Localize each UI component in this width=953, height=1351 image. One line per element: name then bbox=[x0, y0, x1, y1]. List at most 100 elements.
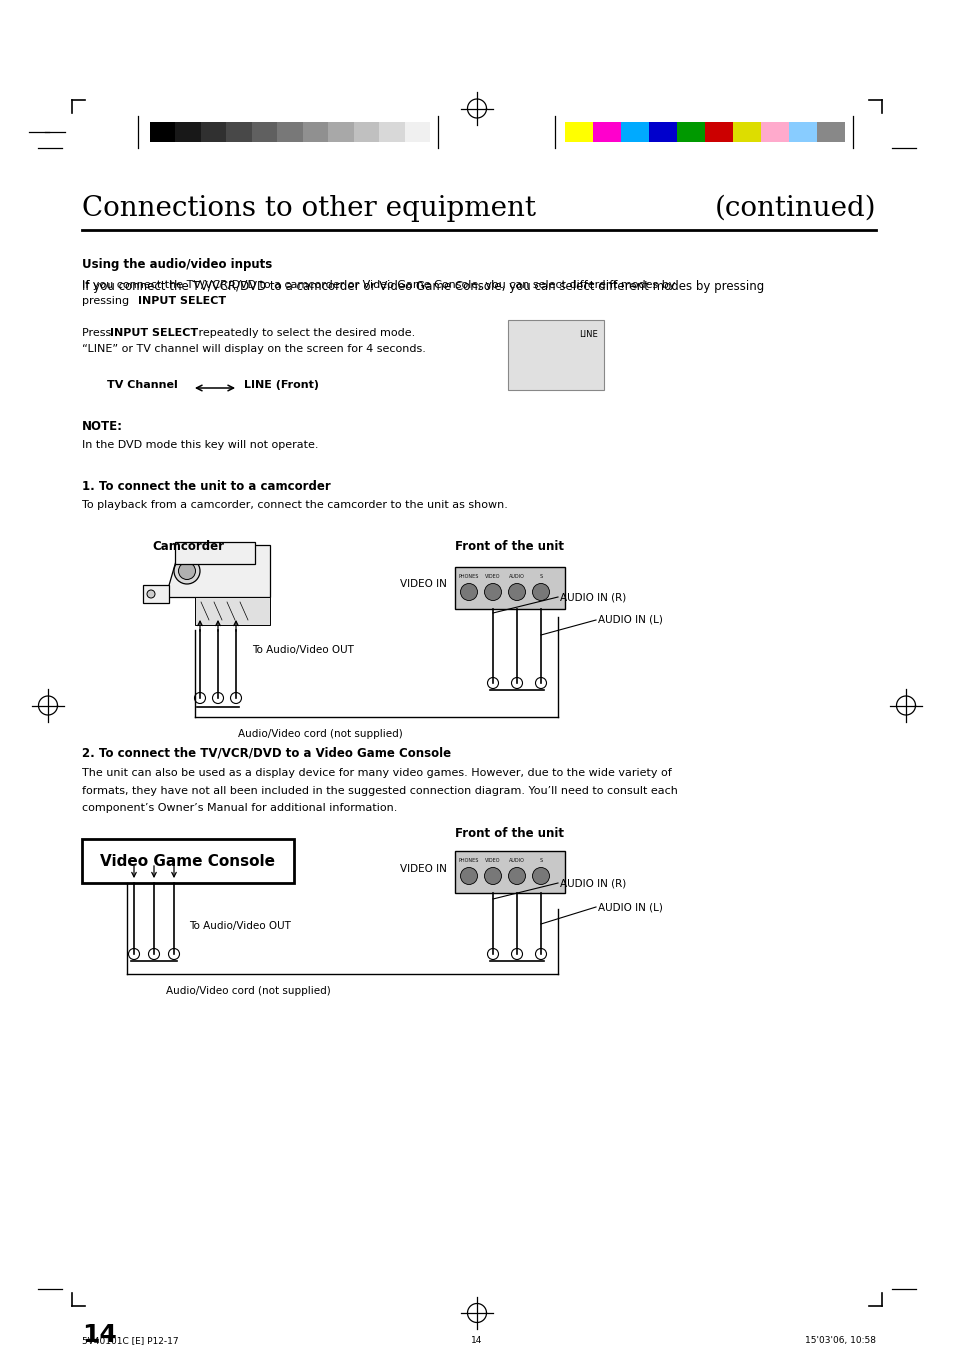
Text: VIDEO IN: VIDEO IN bbox=[399, 580, 446, 589]
Text: Audio/Video cord (not supplied): Audio/Video cord (not supplied) bbox=[166, 986, 331, 996]
Text: LINE: LINE bbox=[578, 330, 598, 339]
Bar bbox=[201, 122, 226, 142]
Text: NOTE:: NOTE: bbox=[82, 420, 123, 434]
Bar bbox=[378, 122, 404, 142]
Bar bbox=[277, 122, 302, 142]
Text: 15'03'06, 10:58: 15'03'06, 10:58 bbox=[804, 1336, 875, 1346]
Circle shape bbox=[213, 693, 223, 704]
Text: AUDIO: AUDIO bbox=[509, 574, 524, 580]
Bar bbox=[732, 122, 760, 142]
Text: To Audio/Video OUT: To Audio/Video OUT bbox=[189, 921, 291, 931]
Text: In the DVD mode this key will not operate.: In the DVD mode this key will not operat… bbox=[82, 440, 318, 450]
Bar bbox=[82, 839, 294, 884]
Text: formats, they have not all been included in the suggested connection diagram. Yo: formats, they have not all been included… bbox=[82, 785, 678, 796]
Bar bbox=[455, 567, 564, 609]
Circle shape bbox=[511, 677, 522, 689]
Bar bbox=[704, 122, 732, 142]
Circle shape bbox=[535, 677, 546, 689]
Text: 2. To connect the TV/VCR/DVD to a Video Game Console: 2. To connect the TV/VCR/DVD to a Video … bbox=[82, 747, 451, 761]
Bar bbox=[620, 122, 648, 142]
Circle shape bbox=[194, 693, 205, 704]
Text: If you connect the TV/VCR/DVD to a camcorder or Video Game Console, you can sele: If you connect the TV/VCR/DVD to a camco… bbox=[82, 280, 767, 293]
Text: Press: Press bbox=[82, 328, 114, 338]
Text: Front of the unit: Front of the unit bbox=[455, 540, 563, 553]
Text: 14: 14 bbox=[471, 1336, 482, 1346]
Circle shape bbox=[460, 867, 477, 885]
Bar bbox=[404, 122, 430, 142]
Circle shape bbox=[147, 590, 154, 598]
Bar bbox=[354, 122, 378, 142]
Text: VIDEO: VIDEO bbox=[485, 858, 500, 863]
Text: Connections to other equipment: Connections to other equipment bbox=[82, 195, 536, 222]
Bar bbox=[252, 122, 277, 142]
Circle shape bbox=[508, 584, 525, 600]
Circle shape bbox=[535, 948, 546, 959]
Text: .: . bbox=[219, 296, 223, 307]
Polygon shape bbox=[165, 544, 270, 597]
Text: PHONES: PHONES bbox=[458, 574, 478, 580]
Bar bbox=[150, 122, 175, 142]
Text: AUDIO IN (R): AUDIO IN (R) bbox=[559, 592, 625, 603]
Text: Camcorder: Camcorder bbox=[152, 540, 224, 553]
Circle shape bbox=[484, 584, 501, 600]
Text: AUDIO IN (R): AUDIO IN (R) bbox=[559, 878, 625, 888]
Circle shape bbox=[178, 562, 195, 580]
Text: 5V40101C [E] P12-17: 5V40101C [E] P12-17 bbox=[82, 1336, 178, 1346]
Text: LINE (Front): LINE (Front) bbox=[244, 380, 318, 390]
Text: “LINE” or TV channel will display on the screen for 4 seconds.: “LINE” or TV channel will display on the… bbox=[82, 345, 425, 354]
Text: Audio/Video cord (not supplied): Audio/Video cord (not supplied) bbox=[237, 730, 402, 739]
Circle shape bbox=[532, 584, 549, 600]
Bar bbox=[175, 122, 201, 142]
Circle shape bbox=[532, 867, 549, 885]
Text: (continued): (continued) bbox=[714, 195, 875, 222]
Text: To Audio/Video OUT: To Audio/Video OUT bbox=[252, 644, 354, 655]
Text: Front of the unit: Front of the unit bbox=[455, 827, 563, 840]
Circle shape bbox=[149, 948, 159, 959]
Bar bbox=[302, 122, 328, 142]
Circle shape bbox=[169, 948, 179, 959]
Circle shape bbox=[508, 867, 525, 885]
Text: INPUT SELECT: INPUT SELECT bbox=[137, 296, 226, 307]
Bar bbox=[648, 122, 677, 142]
Text: repeatedly to select the desired mode.: repeatedly to select the desired mode. bbox=[194, 328, 415, 338]
Circle shape bbox=[487, 948, 498, 959]
Circle shape bbox=[231, 693, 241, 704]
Bar bbox=[194, 597, 270, 626]
Text: VIDEO: VIDEO bbox=[485, 574, 500, 580]
Circle shape bbox=[460, 584, 477, 600]
Circle shape bbox=[173, 558, 200, 584]
Bar bbox=[816, 122, 844, 142]
Circle shape bbox=[487, 677, 498, 689]
Text: component’s Owner’s Manual for additional information.: component’s Owner’s Manual for additiona… bbox=[82, 802, 397, 813]
Text: If you connect the TV/VCR/DVD to a camcorder or Video Game Console, you can sele: If you connect the TV/VCR/DVD to a camco… bbox=[82, 280, 729, 290]
Text: INPUT SELECT: INPUT SELECT bbox=[111, 328, 198, 338]
Text: TV Channel: TV Channel bbox=[107, 380, 177, 390]
Text: PHONES: PHONES bbox=[458, 858, 478, 863]
Text: AUDIO IN (L): AUDIO IN (L) bbox=[598, 615, 662, 626]
Text: If you connect the TV/VCR/DVD to a camcorder or Video Game Console, you can sele: If you connect the TV/VCR/DVD to a camco… bbox=[82, 280, 675, 290]
Text: To playback from a camcorder, connect the camcorder to the unit as shown.: To playback from a camcorder, connect th… bbox=[82, 500, 507, 509]
Bar bbox=[507, 320, 603, 390]
Bar bbox=[455, 851, 564, 893]
Bar bbox=[226, 122, 252, 142]
Bar bbox=[328, 122, 354, 142]
Text: S: S bbox=[538, 858, 542, 863]
Bar bbox=[593, 122, 620, 142]
Text: 1. To connect the unit to a camcorder: 1. To connect the unit to a camcorder bbox=[82, 480, 331, 493]
Text: AUDIO IN (L): AUDIO IN (L) bbox=[598, 902, 662, 912]
Circle shape bbox=[484, 867, 501, 885]
Bar bbox=[677, 122, 704, 142]
Text: VIDEO IN: VIDEO IN bbox=[399, 865, 446, 874]
Bar bbox=[143, 585, 169, 603]
Bar bbox=[564, 122, 593, 142]
Text: pressing: pressing bbox=[82, 296, 132, 307]
Bar bbox=[174, 542, 254, 563]
Circle shape bbox=[511, 948, 522, 959]
Text: Video Game Console: Video Game Console bbox=[100, 854, 275, 869]
Text: AUDIO: AUDIO bbox=[509, 858, 524, 863]
Text: Using the audio/video inputs: Using the audio/video inputs bbox=[82, 258, 272, 272]
Text: S: S bbox=[538, 574, 542, 580]
Bar bbox=[788, 122, 816, 142]
Text: 14: 14 bbox=[82, 1323, 117, 1347]
Text: The unit can also be used as a display device for many video games. However, due: The unit can also be used as a display d… bbox=[82, 767, 671, 778]
